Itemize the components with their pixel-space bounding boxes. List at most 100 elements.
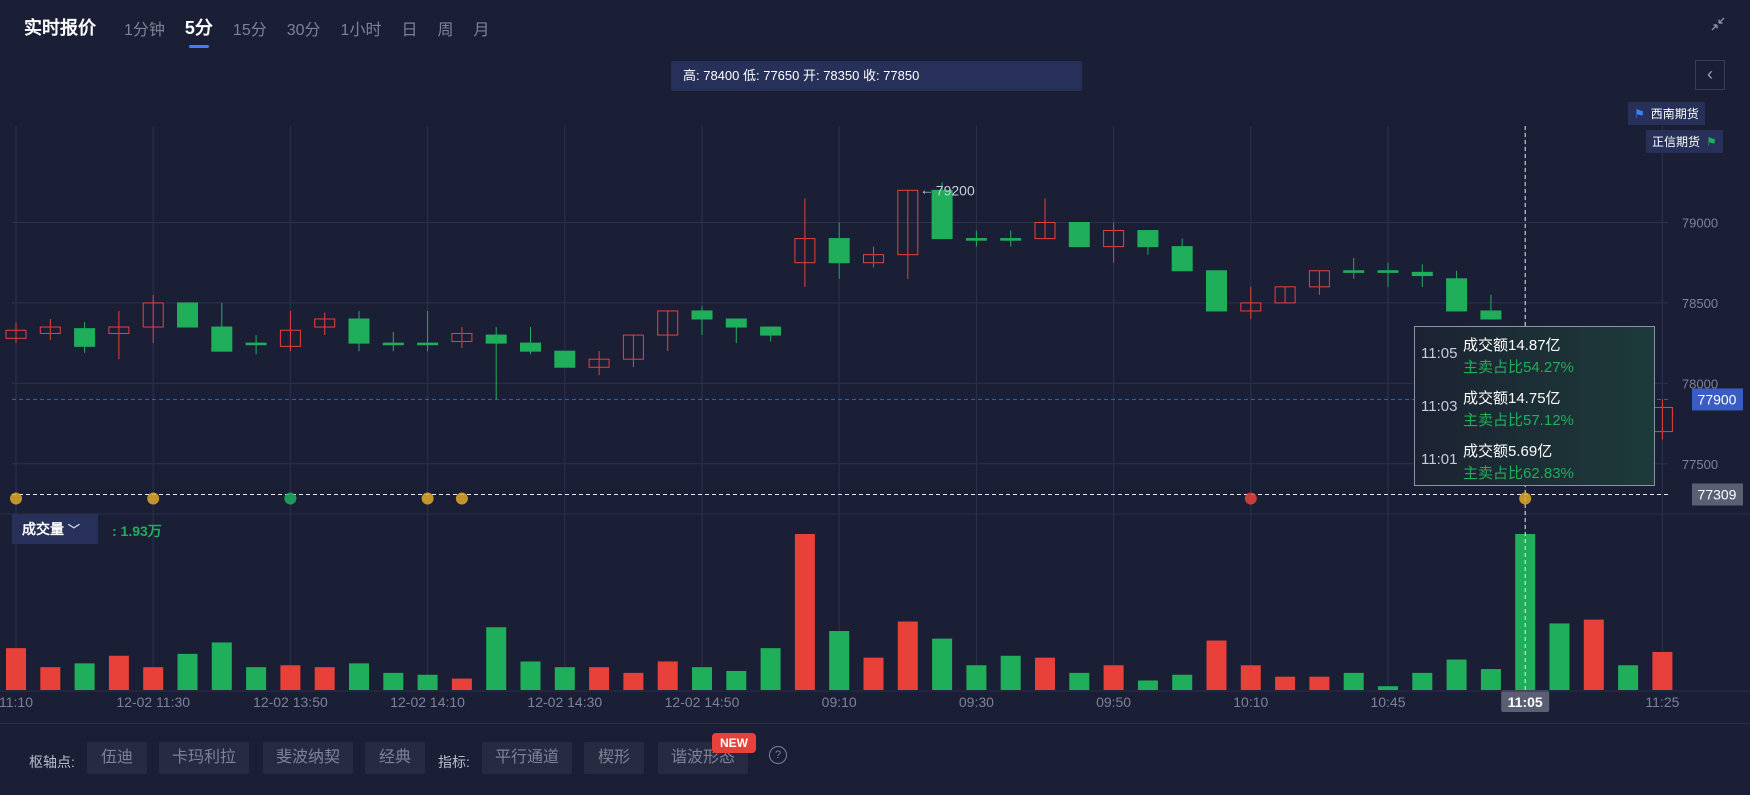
candle-body (245, 342, 267, 346)
candle-body (554, 350, 576, 368)
candle-body (863, 254, 884, 264)
x-tick-label: 11:05 (1508, 694, 1543, 710)
tooltip-row: 11:03 成交额14.75亿 主卖占比57.12% (1415, 380, 1654, 432)
volume-bar (74, 663, 95, 690)
crosshair-price-box (1692, 483, 1743, 506)
volume-bar (246, 667, 267, 690)
candlestick-chart[interactable]: 79000 78500 78000 77500 11:10 12-02 11:30 12-0… (0, 0, 1750, 723)
tab-month[interactable]: 月 (473, 22, 490, 39)
broker-tag-zhengxin[interactable]: 正信期货 ⚑ (1646, 130, 1723, 153)
volume-bar (1480, 669, 1501, 690)
current-price-box (1692, 388, 1743, 411)
event-marker-icon (147, 492, 160, 505)
candle-body (794, 238, 816, 264)
volume-bar (1069, 672, 1090, 690)
event-marker-icon (1519, 492, 1532, 505)
candle-body (725, 318, 747, 328)
volume-bar (966, 665, 987, 690)
help-icon[interactable]: ? (769, 746, 787, 764)
volume-bar (1035, 657, 1055, 690)
candle-body (828, 238, 850, 264)
volume-bar (417, 674, 438, 690)
volume-bar (1549, 623, 1570, 690)
broker-icon: ⚑ (1706, 135, 1717, 149)
broker-icon: ⚑ (1634, 107, 1645, 121)
candle-body (177, 302, 198, 328)
tab-week[interactable]: 周 (437, 22, 454, 39)
chevron-left-icon[interactable]: ‹ (1695, 60, 1725, 90)
candle-body (520, 342, 541, 352)
pivot-button-fibonacci[interactable]: 斐波纳契 (263, 742, 353, 774)
volume-bar (40, 667, 61, 690)
tab-day[interactable]: 日 (401, 22, 418, 39)
volume-bar (932, 638, 953, 690)
volume-bar (897, 621, 918, 690)
volume-bar (1446, 659, 1467, 690)
volume-bar (692, 667, 712, 690)
x-tick-label: 11:10 (0, 694, 33, 710)
candle-body (1137, 230, 1159, 248)
volume-bar (143, 667, 164, 690)
tab-15min[interactable]: 15分 (232, 22, 267, 39)
event-marker-icon (1244, 492, 1257, 505)
event-marker-icon (421, 492, 434, 505)
candle-body (348, 318, 370, 344)
peak-arrow: ← (920, 181, 934, 197)
x-tick-label: 12-02 11:30 (116, 694, 190, 710)
volume-bar (1343, 672, 1364, 690)
volume-bar (1240, 665, 1261, 690)
y-tick-label: 79000 (1682, 216, 1718, 231)
bottom-toolbar: 枢轴点: 伍迪 卡玛利拉 斐波纳契 经典 指标: 平行通道 楔形 谐波形态 NE… (0, 723, 1750, 795)
x-tick-label: 09:10 (822, 694, 857, 710)
volume-bar (451, 678, 472, 690)
candle-body (108, 326, 130, 334)
volume-label: 成交量 (22, 521, 64, 537)
volume-bar (554, 667, 575, 690)
pivot-button-classic[interactable]: 经典 (365, 742, 425, 774)
volume-bar (486, 627, 507, 690)
volume-bar (794, 534, 815, 690)
new-badge: NEW (712, 733, 756, 753)
chevron-down-icon: ﹀ (67, 523, 80, 537)
tooltip-ratio: 主卖占比57.12% (1463, 412, 1574, 429)
candle-body (1343, 270, 1365, 273)
volume-bar (1000, 655, 1021, 690)
candle-body (39, 326, 61, 334)
broker-label: 正信期货 (1652, 135, 1701, 149)
pivot-button-woodie[interactable]: 伍迪 (87, 742, 147, 774)
collapse-arrows-icon[interactable] (1708, 16, 1728, 36)
candle-body (691, 310, 713, 320)
candle-body (588, 358, 610, 368)
candle-body (1377, 270, 1399, 273)
x-tick-label: 12-02 13:50 (253, 694, 328, 710)
tooltip-row: 11:01 成交额5.69亿 主卖占比62.83% (1415, 433, 1654, 485)
period-tabs: 1分钟 5分 15分 30分 1小时 日 周 月 (124, 14, 510, 48)
volume-indicator-select[interactable]: 成交量 ﹀ (12, 514, 98, 544)
tooltip-amount: 成交额14.87亿 (1463, 337, 1561, 354)
volume-bar (1583, 619, 1604, 690)
volume-bar (1137, 680, 1158, 690)
indicator-button-wedge[interactable]: 楔形 (584, 742, 644, 774)
tab-1min[interactable]: 1分钟 (124, 22, 165, 39)
candle-body (965, 238, 987, 241)
candle-body (451, 332, 473, 343)
candle-body (74, 328, 96, 347)
candle-body (1206, 270, 1227, 312)
tab-1hour[interactable]: 1小时 (340, 22, 382, 39)
candle-body (382, 342, 404, 346)
indicator-button-channel[interactable]: 平行通道 (482, 742, 572, 774)
y-tick-label: 78000 (1682, 376, 1718, 391)
candle-body (1274, 286, 1296, 304)
x-tick-label: 09:30 (959, 694, 994, 710)
broker-tag-xinan[interactable]: ⚑ 西南期货 (1628, 102, 1705, 125)
x-tick-label: 12-02 14:10 (390, 694, 465, 710)
event-marker-icon (455, 492, 468, 505)
tab-30min[interactable]: 30分 (286, 22, 321, 39)
x-tick-label: 12-02 14:50 (665, 694, 740, 710)
volume-bar (314, 667, 335, 690)
pivot-button-camarilla[interactable]: 卡玛利拉 (159, 742, 249, 774)
volume-bar (829, 631, 850, 690)
tab-5min[interactable]: 5分 (185, 14, 213, 48)
candle-body (1411, 271, 1433, 277)
trade-tooltip: 11:05 成交额14.87亿 主卖占比54.27% 11:03 成交额14.7… (1414, 326, 1655, 486)
